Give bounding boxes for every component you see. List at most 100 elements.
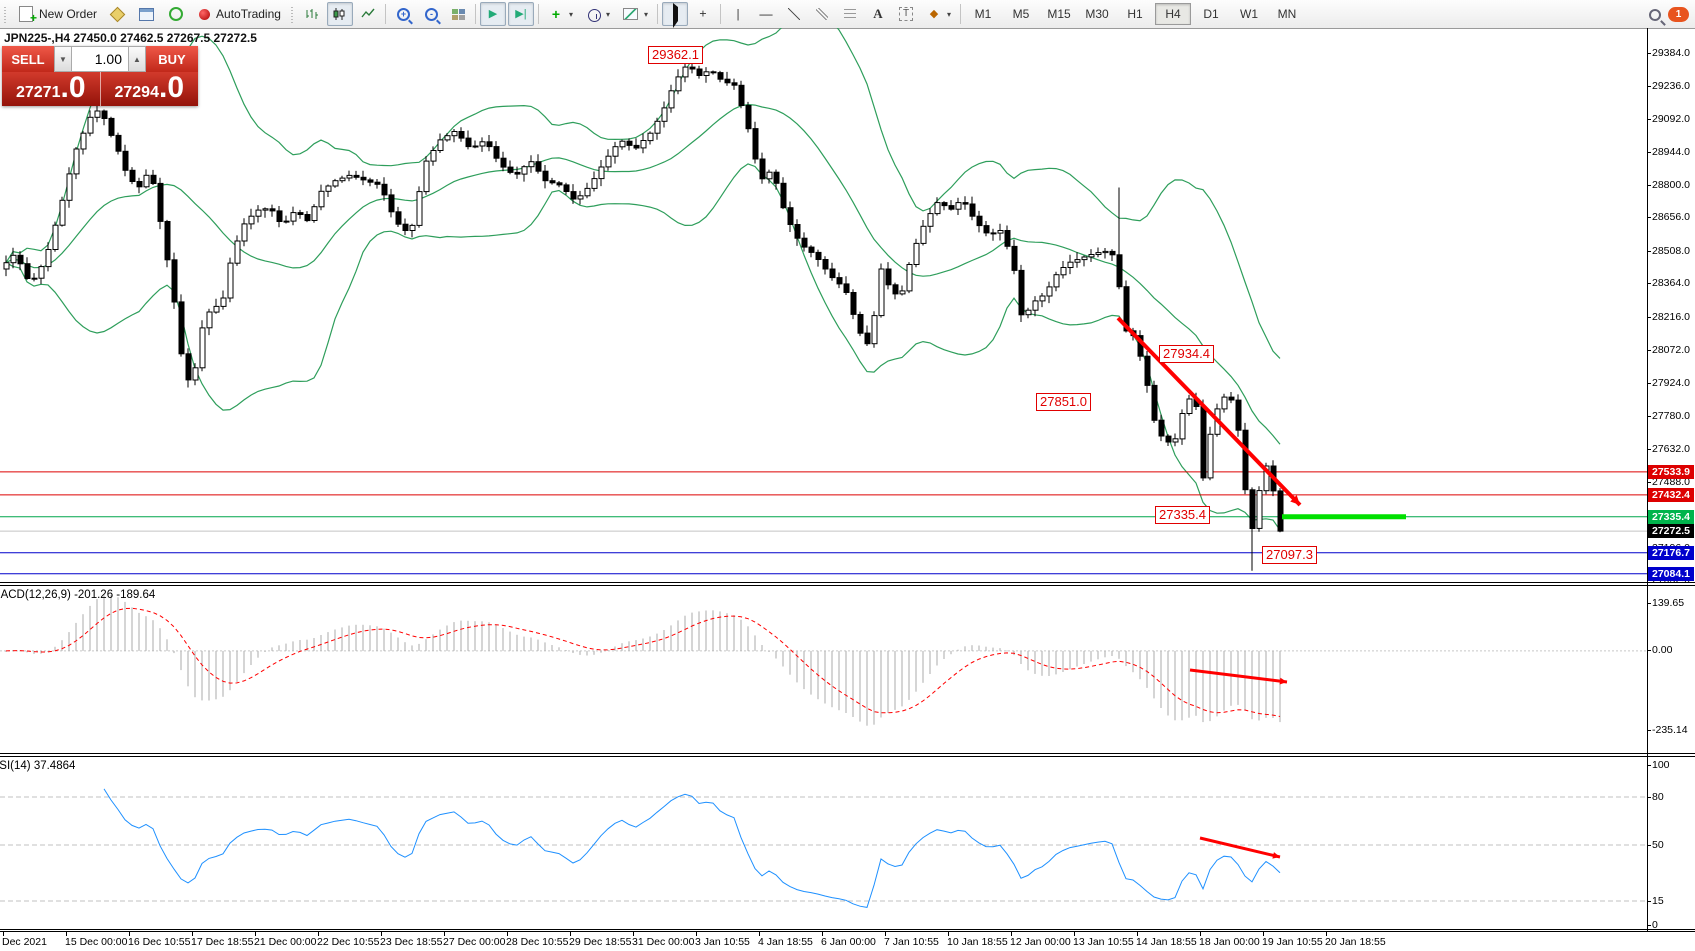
time-label: 29 Dec 18:55 bbox=[569, 936, 632, 948]
rsi-panel-canvas[interactable] bbox=[0, 757, 1647, 929]
macd-panel-canvas[interactable] bbox=[0, 587, 1647, 753]
panel-separator[interactable] bbox=[0, 753, 1695, 754]
data-window-button[interactable] bbox=[133, 2, 160, 26]
rsi-arrow[interactable] bbox=[1199, 836, 1281, 859]
timeframe-m1[interactable]: M1 bbox=[974, 7, 992, 21]
volume-increase-button[interactable]: ▲ bbox=[128, 46, 146, 72]
time-tick bbox=[759, 932, 760, 936]
templates-icon bbox=[622, 8, 638, 20]
volume-input[interactable] bbox=[72, 46, 128, 72]
time-label: 12 Jan 00:00 bbox=[1010, 936, 1071, 948]
time-label: 15 Dec 00:00 bbox=[65, 936, 128, 948]
timeframe-m5[interactable]: M5 bbox=[1012, 7, 1030, 21]
time-label: 23 Dec 18:55 bbox=[380, 936, 443, 948]
rsi-label: RSI(14) 37.4864 bbox=[0, 760, 76, 772]
buy-price[interactable]: 27294 .0 bbox=[101, 72, 199, 106]
timeframe-d1[interactable]: D1 bbox=[1203, 7, 1219, 21]
bar-chart-button[interactable] bbox=[299, 2, 325, 26]
line-chart-button[interactable] bbox=[355, 2, 381, 26]
buy-price-pips: .0 bbox=[158, 71, 185, 104]
cursor-button[interactable] bbox=[662, 2, 688, 28]
search-icon[interactable] bbox=[1646, 6, 1662, 22]
chevron-down-icon: ▾ bbox=[568, 9, 573, 19]
timeframe-w1[interactable]: W1 bbox=[1240, 7, 1259, 21]
time-tick bbox=[66, 932, 67, 936]
new-order-icon bbox=[19, 6, 37, 26]
timeframe-m15[interactable]: M15 bbox=[1047, 7, 1071, 21]
price-tick-label: 28800.0 bbox=[1648, 179, 1695, 192]
timeframe-mn[interactable]: MN bbox=[1277, 7, 1297, 21]
time-tick bbox=[885, 932, 886, 936]
trendline-button[interactable] bbox=[781, 2, 807, 26]
time-axis[interactable]: Dec 2021 15 Dec 00:00 16 Dec 10:55 17 Dec 1… bbox=[0, 932, 1695, 951]
notification-badge[interactable]: 1 bbox=[1668, 6, 1689, 22]
equidistant-channel-button[interactable] bbox=[809, 2, 835, 26]
toolbar-grip[interactable] bbox=[288, 5, 296, 23]
text-button[interactable]: A bbox=[865, 2, 891, 26]
periods-button[interactable]: ▾ bbox=[580, 2, 615, 26]
zoom-out-button[interactable]: - bbox=[418, 2, 444, 26]
price-tick-label: 28944.0 bbox=[1648, 146, 1695, 159]
rsi-tick-label: 100 bbox=[1648, 759, 1695, 772]
arrows-button[interactable]: ◆ ▾ bbox=[921, 2, 956, 26]
signals-button[interactable] bbox=[162, 2, 190, 26]
toolbar-grip[interactable] bbox=[2, 5, 9, 23]
time-label: 17 Dec 18:55 bbox=[191, 936, 254, 948]
time-tick bbox=[570, 932, 571, 936]
time-label: 18 Jan 00:00 bbox=[1199, 936, 1260, 948]
price-level-badge: 27533.9 bbox=[1648, 464, 1694, 479]
time-tick bbox=[192, 932, 193, 936]
time-tick bbox=[3, 932, 4, 936]
new-order-button[interactable]: New Order bbox=[12, 2, 102, 26]
time-label: 13 Jan 10:55 bbox=[1073, 936, 1134, 948]
time-label: 6 Jan 00:00 bbox=[821, 936, 876, 948]
periods-icon bbox=[587, 9, 601, 22]
price-chart-canvas[interactable] bbox=[0, 28, 1647, 582]
time-label: 21 Dec 00:00 bbox=[254, 936, 317, 948]
macd-signal-line bbox=[5, 607, 1281, 717]
zoom-in-button[interactable]: + bbox=[390, 2, 416, 26]
panel-separator[interactable] bbox=[0, 931, 1695, 932]
timeframe-h4[interactable]: H4 bbox=[1155, 3, 1192, 25]
candlestick-chart-button[interactable] bbox=[326, 2, 353, 26]
tile-windows-button[interactable] bbox=[446, 2, 471, 26]
sell-price[interactable]: 27271 .0 bbox=[2, 72, 100, 106]
chart-title: JPN225-,H4 27450.0 27462.5 27267.5 27272… bbox=[4, 31, 257, 45]
auto-scroll-button[interactable]: ▶ bbox=[479, 2, 506, 26]
metaeditor-button[interactable] bbox=[104, 2, 131, 26]
text-label-button[interactable]: T bbox=[893, 2, 919, 26]
fibonacci-icon bbox=[844, 9, 856, 19]
horizontal-levels[interactable] bbox=[0, 471, 1647, 575]
panel-separator[interactable] bbox=[0, 582, 1695, 583]
autotrading-icon bbox=[199, 8, 211, 20]
buy-button[interactable]: BUY bbox=[146, 46, 198, 72]
horizontal-line-button[interactable]: — bbox=[753, 2, 779, 26]
macd-arrow[interactable] bbox=[1189, 668, 1288, 685]
time-label: 16 Dec 10:55 bbox=[128, 936, 191, 948]
price-axis-border bbox=[1647, 28, 1648, 931]
panel-separator[interactable] bbox=[0, 756, 1695, 757]
crosshair-button[interactable]: + bbox=[690, 2, 716, 26]
macd-tick-label: 0.00 bbox=[1648, 644, 1695, 657]
panel-separator[interactable] bbox=[0, 929, 1695, 930]
time-tick bbox=[444, 932, 445, 936]
panel-separator[interactable] bbox=[0, 585, 1695, 586]
autotrading-button[interactable]: AutoTrading bbox=[192, 2, 286, 26]
vertical-line-icon: | bbox=[736, 6, 740, 21]
time-label: 3 Jan 10:55 bbox=[695, 936, 750, 948]
templates-button[interactable]: ▾ bbox=[617, 2, 653, 26]
fibonacci-button[interactable] bbox=[837, 2, 863, 26]
time-tick bbox=[381, 932, 382, 936]
price-axis[interactable]: 29384.0 29236.0 29092.0 28944.0 28800.0 28656… bbox=[1648, 0, 1695, 951]
chevron-down-icon: ▾ bbox=[643, 9, 648, 19]
vertical-line-button[interactable]: | bbox=[725, 2, 751, 26]
timeframe-h1[interactable]: H1 bbox=[1127, 7, 1143, 21]
indicators-button[interactable]: + ▾ bbox=[543, 2, 578, 26]
sell-button[interactable]: SELL bbox=[2, 46, 54, 72]
chart-shift-button[interactable]: ▶| bbox=[507, 2, 534, 26]
volume-decrease-button[interactable]: ▼ bbox=[54, 46, 72, 72]
time-label: Dec 2021 bbox=[2, 936, 47, 948]
bar-chart-icon bbox=[306, 9, 318, 19]
trend-arrow[interactable] bbox=[1116, 316, 1302, 507]
timeframe-m30[interactable]: M30 bbox=[1085, 7, 1109, 21]
